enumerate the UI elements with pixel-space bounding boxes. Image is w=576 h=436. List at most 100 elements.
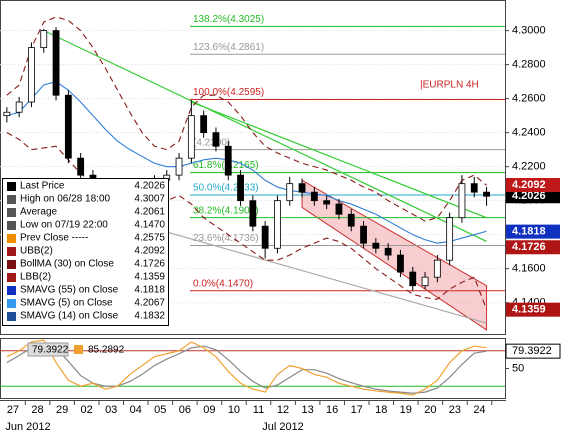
legend-value: 4.2575 bbox=[134, 233, 165, 244]
candle-body bbox=[28, 47, 35, 103]
x-tick-label: 09 bbox=[203, 404, 215, 416]
price-tag bbox=[506, 224, 560, 239]
price-tag bbox=[506, 189, 560, 204]
x-tick-label: 11 bbox=[253, 404, 264, 416]
candle-body bbox=[187, 115, 195, 159]
legend-label: Prev Close ----- bbox=[20, 233, 88, 244]
candle-body bbox=[249, 200, 257, 227]
stoch-header-value: 79.3922 bbox=[32, 345, 69, 356]
legend-value: 4.1726 bbox=[134, 259, 165, 270]
overlay-line bbox=[6, 16, 487, 222]
legend-label: SMAVG (55) on Close bbox=[20, 285, 119, 296]
legend-label: LBB(2) bbox=[20, 272, 51, 283]
x-tick-label: 28 bbox=[31, 404, 43, 416]
candle-body bbox=[40, 30, 48, 49]
price-tag-label: 4.2026 bbox=[512, 190, 546, 202]
candle-body bbox=[470, 183, 478, 193]
x-tick-label: 19 bbox=[400, 404, 412, 416]
x-tick-label: 05 bbox=[154, 404, 166, 416]
legend-value: 4.3007 bbox=[134, 194, 165, 205]
stoch-panel bbox=[0, 338, 506, 399]
price-tag bbox=[506, 302, 560, 317]
legend-value: 4.1832 bbox=[134, 311, 165, 322]
candle-body bbox=[397, 254, 404, 273]
x-tick-label: 23 bbox=[449, 404, 461, 416]
x-tick-label: 24 bbox=[473, 404, 485, 416]
legend-label: SMAVG (5) on Close bbox=[20, 298, 113, 309]
legend-swatch bbox=[7, 208, 16, 217]
x-tick-label: 03 bbox=[105, 404, 117, 416]
x-tick-label: 02 bbox=[81, 404, 93, 416]
legend-label: Average bbox=[20, 207, 58, 218]
x-tick-label: 06 bbox=[179, 404, 191, 416]
x-tick-label: 27 bbox=[7, 404, 19, 416]
legend-value: 4.1818 bbox=[134, 285, 165, 296]
candle-body bbox=[175, 157, 183, 176]
price-tag bbox=[506, 240, 560, 255]
annotation: |EURPLN 4H bbox=[420, 80, 479, 91]
candle-body bbox=[298, 183, 306, 193]
x-tick-label: 12 bbox=[277, 404, 289, 416]
candle-body bbox=[274, 200, 281, 249]
y-tick-label: 4.2600 bbox=[512, 93, 546, 105]
legend-value: 4.2092 bbox=[134, 246, 165, 257]
y-tick-label: 4.1600 bbox=[512, 263, 546, 275]
fib-label: 138.2%(4.3025) bbox=[193, 14, 264, 25]
stoch-line bbox=[6, 343, 487, 394]
legend-swatch bbox=[7, 234, 16, 243]
candle-body bbox=[421, 276, 429, 287]
fib-label: (4.2300) bbox=[193, 137, 230, 148]
candle-body bbox=[224, 145, 232, 176]
legend-swatch bbox=[7, 221, 16, 230]
stoch-header-value: 85.2892 bbox=[88, 345, 125, 356]
price-tag-label: 79.3922 bbox=[512, 345, 552, 357]
legend-swatch bbox=[7, 247, 16, 256]
candle-body bbox=[286, 183, 294, 202]
price-tag-label: 4.2092 bbox=[512, 179, 546, 191]
candle-body bbox=[261, 225, 269, 249]
candle-body bbox=[384, 247, 392, 256]
candle-body bbox=[347, 213, 355, 227]
fib-label: 23.6%(4.1736) bbox=[193, 233, 259, 244]
x-tick-label: 17 bbox=[351, 404, 363, 416]
y-tick-label: 4.3000 bbox=[512, 25, 546, 37]
candle-body bbox=[237, 174, 244, 202]
candle-body bbox=[323, 200, 331, 205]
legend-label: UBB(2) bbox=[20, 246, 53, 257]
candle-body bbox=[433, 259, 441, 278]
y-tick-label: 4.2800 bbox=[512, 59, 546, 71]
candle-body bbox=[15, 101, 23, 113]
legend-label: BollMA (30) on Close bbox=[20, 259, 114, 270]
candle-body bbox=[483, 191, 490, 197]
candle-body bbox=[77, 157, 85, 176]
x-tick-label: 29 bbox=[56, 404, 68, 416]
y-tick-label: 50 bbox=[512, 362, 524, 374]
y-tick-label: 4.2400 bbox=[512, 127, 546, 139]
fib-label: 0.0%(4.1470) bbox=[193, 278, 253, 289]
fib-label: 100.0%(4.2595) bbox=[193, 87, 264, 98]
legend-swatch bbox=[7, 286, 16, 295]
x-tick-label: 10 bbox=[228, 404, 240, 416]
x-tick-label: 20 bbox=[424, 404, 436, 416]
legend-swatch bbox=[7, 273, 16, 282]
legend-swatch bbox=[7, 312, 16, 321]
trendline bbox=[43, 30, 487, 243]
y-tick-label: 4.2200 bbox=[512, 161, 546, 173]
price-tag-label: 4.1818 bbox=[512, 226, 546, 238]
candle-body bbox=[52, 30, 60, 96]
x-tick-label: 18 bbox=[375, 404, 387, 416]
stoch-header-box bbox=[27, 342, 69, 357]
legend-label: Last Price bbox=[20, 181, 65, 192]
price-tag bbox=[505, 343, 561, 359]
stoch-header-swatch bbox=[74, 345, 83, 354]
candle-body bbox=[200, 115, 208, 134]
candle-body bbox=[372, 242, 380, 249]
fib-label: 123.6%(4.2861) bbox=[193, 42, 264, 53]
overlay-line bbox=[6, 81, 487, 244]
price-tag-label: 4.1359 bbox=[512, 304, 546, 316]
candle-body bbox=[212, 132, 220, 147]
legend-label: High on 06/28 18:00 bbox=[20, 194, 111, 205]
candle-body bbox=[64, 94, 72, 159]
legend-swatch bbox=[7, 260, 16, 269]
